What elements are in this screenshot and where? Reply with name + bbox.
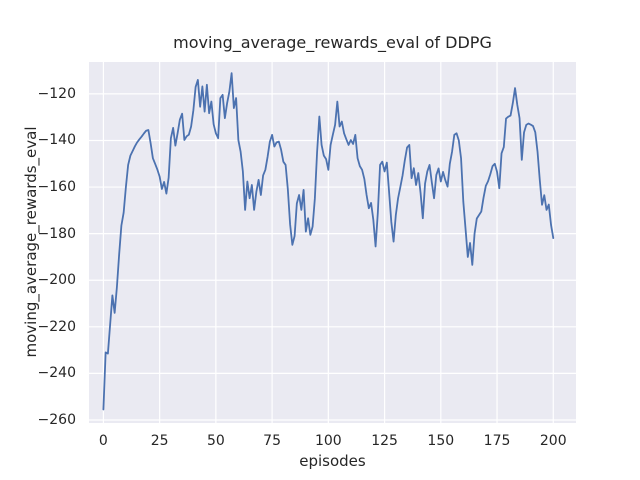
y-tick-label: −160	[37, 179, 76, 196]
x-tick-label: 200	[539, 433, 567, 449]
x-tick-label: 0	[98, 433, 108, 449]
y-tick-label: −120	[37, 85, 76, 102]
y-tick-label: −140	[37, 132, 76, 149]
x-tick-label: 125	[371, 433, 398, 449]
x-tick-label: 25	[150, 433, 169, 449]
y-tick-label: −220	[37, 318, 76, 335]
x-tick-label: 75	[263, 433, 281, 449]
series-line	[102, 72, 555, 411]
x-tick-label: 100	[314, 433, 342, 449]
chart-title: moving_average_rewards_eval of DDPG	[173, 33, 492, 52]
plot-area	[89, 62, 576, 423]
y-tick-label: −200	[37, 272, 76, 289]
gridlines	[89, 62, 576, 423]
x-tick-label: 175	[483, 433, 511, 449]
x-axis-label: episodes	[299, 452, 366, 470]
y-tick-label: −260	[37, 411, 76, 428]
y-tick-label: −180	[37, 225, 76, 242]
y-tick-label: −240	[37, 365, 76, 382]
x-tick-label: 50	[206, 433, 225, 449]
x-tick-label: 150	[427, 433, 455, 449]
